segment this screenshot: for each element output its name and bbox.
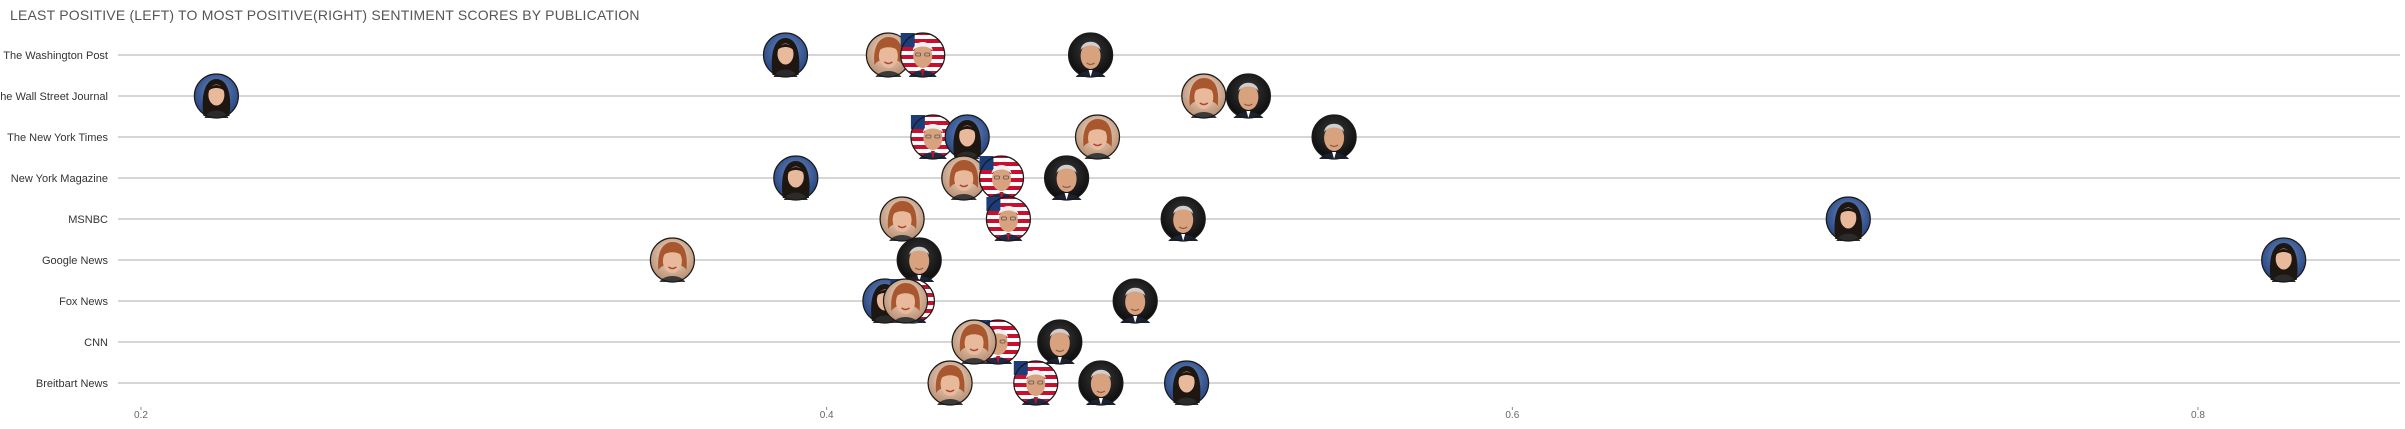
data-point-woman-reddish-hair-icon: [928, 361, 972, 405]
data-point-woman-dark-hair-icon: [194, 74, 238, 118]
data-point-woman-reddish-hair-icon: [650, 238, 694, 282]
data-point-woman-dark-hair-icon: [774, 156, 818, 200]
data-point-man-white-hair-flag-icon: [986, 197, 1030, 241]
row-label: The Wall Street Journal: [0, 91, 108, 103]
data-point-woman-reddish-hair-icon: [884, 279, 928, 323]
row-label: CNN: [84, 337, 108, 349]
x-tick-label: 0.2: [134, 410, 148, 421]
data-point-woman-reddish-hair-icon: [1182, 74, 1226, 118]
data-point-man-white-hair-flag-icon: [901, 33, 945, 77]
row-label: Fox News: [59, 296, 108, 308]
row-label: MSNBC: [68, 214, 108, 226]
data-point-woman-reddish-hair-icon: [952, 320, 996, 364]
data-point-woman-dark-hair-icon: [945, 115, 989, 159]
row-label: Breitbart News: [36, 378, 109, 390]
x-tick-label: 0.4: [820, 410, 834, 421]
data-point-man-grey-hair-icon: [1038, 320, 1082, 364]
data-point-man-grey-hair-icon: [1045, 156, 1089, 200]
data-point-woman-dark-hair-icon: [1165, 361, 1209, 405]
data-point-man-grey-hair-icon: [897, 238, 941, 282]
data-point-man-grey-hair-icon: [1069, 33, 1113, 77]
data-point-woman-reddish-hair-icon: [1076, 115, 1120, 159]
data-point-man-grey-hair-icon: [1226, 74, 1270, 118]
data-point-man-grey-hair-icon: [1312, 115, 1356, 159]
x-tick-label: 0.6: [1505, 410, 1519, 421]
data-point-man-grey-hair-icon: [1161, 197, 1205, 241]
data-point-woman-dark-hair-icon: [2262, 238, 2306, 282]
data-point-woman-dark-hair-icon: [764, 33, 808, 77]
data-point-man-grey-hair-icon: [1079, 361, 1123, 405]
chart-title: LEAST POSITIVE (LEFT) TO MOST POSITIVE(R…: [10, 7, 640, 23]
row-label: Google News: [42, 255, 109, 267]
data-point-man-white-hair-flag-icon: [1014, 361, 1058, 405]
row-label: New York Magazine: [11, 173, 108, 185]
data-point-woman-reddish-hair-icon: [880, 197, 924, 241]
x-axis-ticks: 0.2 0.4 0.6 0.8: [134, 407, 2205, 421]
data-point-man-white-hair-flag-icon: [980, 156, 1024, 200]
row-label: The Washington Post: [3, 50, 108, 62]
row-label: The New York Times: [7, 132, 108, 144]
data-point-man-grey-hair-icon: [1113, 279, 1157, 323]
data-point-woman-dark-hair-icon: [1826, 197, 1870, 241]
x-tick-label: 0.8: [2191, 410, 2205, 421]
